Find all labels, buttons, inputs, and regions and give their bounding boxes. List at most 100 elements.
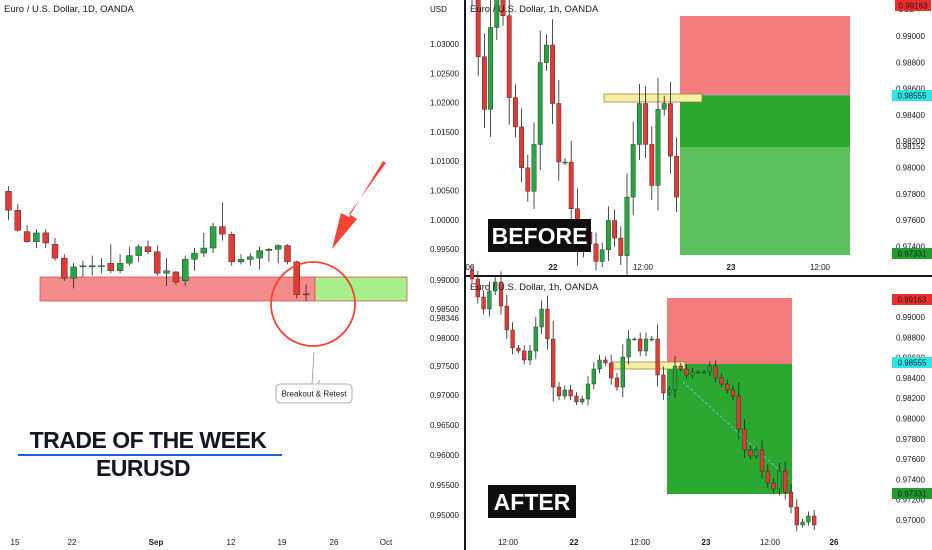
daily-x-tick: Oct [380,538,393,547]
candle-body [771,482,776,490]
after-x-tick: 12:00 [498,538,519,547]
candle-body [754,449,759,457]
after-right-tick: 0.99000 [896,313,925,322]
before-right-tick: 0.98400 [896,111,925,120]
after-chart-panel: Euro / U.S. Dollar, 1h, OANDA 0.990000.9… [430,265,932,547]
candle-body [475,0,481,57]
daily-x-tick: 15 [11,538,20,547]
after-x-tick: 26 [830,538,839,547]
candle-body [612,220,618,239]
before-left-tick: 0.99500 [430,245,459,254]
after-badge-stop [892,294,932,305]
before-candles [471,0,680,275]
candle-body [23,231,31,242]
candle-body [498,281,504,307]
after-x-tick: 23 [702,538,711,547]
before-right-tick: 0.99000 [896,32,925,41]
candle-body [637,103,642,145]
candle-body [88,265,96,268]
candle-body [228,233,235,263]
before-left-price-axis: 1.03000 1.02500 1.02000 1.01500 1.01000 1.005… [430,40,459,254]
candle-body [674,155,680,198]
before-currency-left: USD [430,5,447,14]
candle-body [539,308,544,328]
candle-body [725,383,730,391]
candle-body [98,265,105,267]
candle-body [678,365,683,370]
candle-body [661,103,667,110]
before-left-tick: 1.01000 [430,157,459,166]
candle-body [643,338,649,352]
candle-body [14,210,22,231]
after-right-tick: 0.98400 [896,374,925,383]
candle-body [806,515,811,523]
candle-body [783,470,788,493]
candle-body [506,15,512,98]
candle-body [550,44,556,104]
before-badge-entry [892,90,932,101]
after-x-tick: 12:00 [760,538,781,547]
candle-body [593,243,599,262]
after-left-tick: 0.96000 [430,451,459,460]
after-badge-entry-text: 0.98555 [898,359,927,368]
candle-body [116,262,124,271]
before-target-zone-lower [680,147,850,255]
candle-body [736,395,741,430]
candle-body [624,196,630,256]
candle-body [630,144,636,198]
before-badge-entry-text: 0.98555 [898,92,927,101]
candle-body [154,251,161,274]
candle-body [562,161,568,164]
before-right-tick: 0.98000 [896,164,925,173]
before-left-tick: 1.03000 [430,40,459,49]
after-time-axis: 12:00 22 12:00 23 12:00 26 [498,538,839,547]
daily-x-tick: Sep [149,538,164,547]
retest-highlight-circle [270,261,356,347]
candle-body [672,365,678,391]
candle-body [504,305,509,331]
before-time-axis: 00 22 12:00 23 12:00 [466,263,831,272]
before-x-tick: 23 [727,263,736,272]
candle-body [620,356,625,388]
candle-body [163,270,170,274]
candle-body [606,220,611,250]
candle-body [525,167,531,192]
candle-body [655,338,660,376]
before-left-tick: 1.02500 [430,69,459,78]
headline-trade-of-the-week: TRADE OF THE WEEK [30,427,268,453]
after-badge-target-text: 0.97331 [898,490,927,499]
after-right-tick: 0.97400 [896,475,925,484]
candle-body [181,259,189,281]
candle-body [275,245,282,250]
candle-body [522,350,527,361]
candle-body [200,247,208,254]
candle-body [488,27,493,110]
after-left-tick: 0.97000 [430,391,459,400]
after-right-tick: 0.97000 [896,516,925,525]
candle-body [812,515,817,526]
candle-body [599,249,605,262]
candle-body [135,246,142,256]
after-x-tick: 12:00 [630,538,651,547]
candle-body [537,62,543,145]
candle-body [107,262,115,271]
candle-body [626,338,631,358]
candle-body [713,365,718,379]
candle-body [494,0,500,28]
candle-body [5,191,12,211]
candle-body [144,246,152,252]
candle-body [79,265,87,268]
candle-body [556,386,562,397]
after-left-tick: 0.99000 [430,276,459,285]
before-right-price-axis: 0.99000 0.98800 0.98600 0.98400 0.98200 0.980… [896,32,925,251]
before-right-tick: 0.97800 [896,190,925,199]
after-badge-entry [892,357,932,368]
candle-body [585,383,591,400]
candle-body [493,281,498,292]
candle-body [126,255,133,264]
after-right-tick: 0.98800 [896,333,925,342]
daily-x-tick: 12 [227,538,236,547]
candle-body [302,293,310,296]
before-badge-target-text: 0.97331 [898,250,927,259]
